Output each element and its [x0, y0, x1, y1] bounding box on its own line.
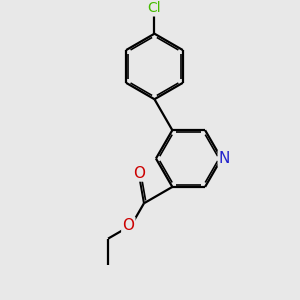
Text: O: O	[122, 218, 134, 233]
Text: Cl: Cl	[148, 2, 161, 15]
Text: O: O	[134, 166, 146, 181]
Text: N: N	[219, 151, 230, 166]
